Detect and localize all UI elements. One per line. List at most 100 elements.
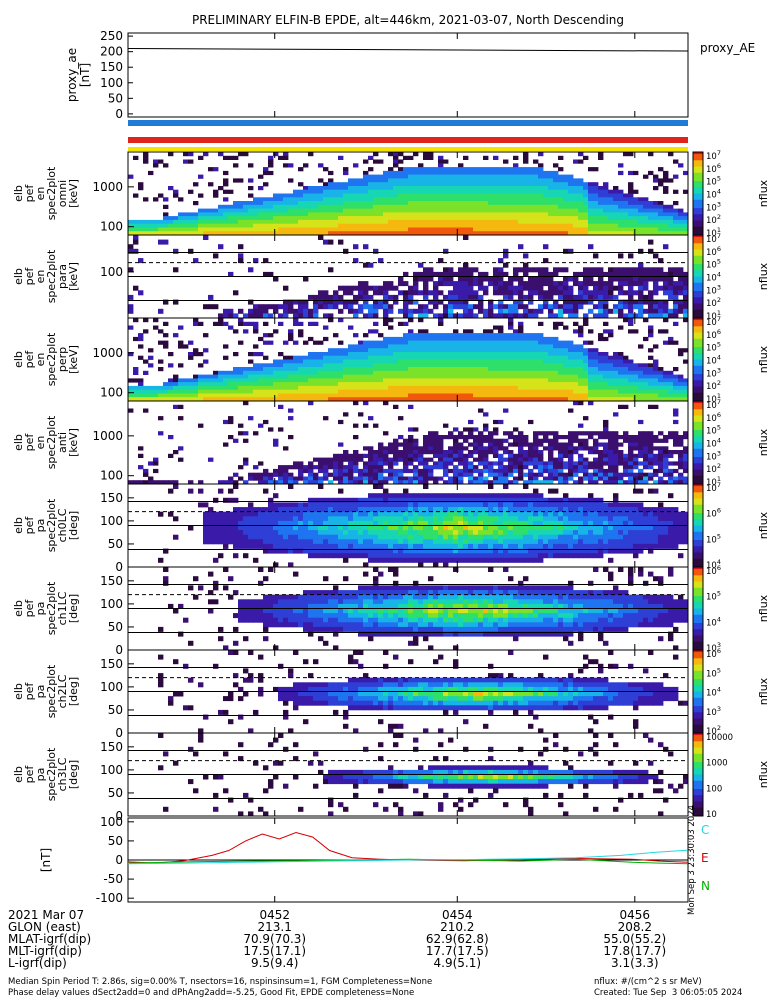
spec-cell-para xyxy=(608,294,614,300)
spec-cell-para xyxy=(548,271,554,277)
spec-cell-perp xyxy=(203,359,209,364)
spec-cell-perp xyxy=(548,389,554,394)
spec-cell-perp xyxy=(553,325,559,330)
spec-cell-perp xyxy=(513,352,519,357)
spec-cell-omni xyxy=(503,174,509,179)
spec-cell-anti xyxy=(258,472,264,477)
spec-cell-omni xyxy=(598,155,604,160)
spec-cell-perp xyxy=(278,359,284,364)
spec-cell-omni xyxy=(483,189,489,194)
spec-cell-perp xyxy=(353,367,359,372)
spec-cell-omni xyxy=(553,193,559,198)
spec-cell-omni xyxy=(263,208,269,213)
spec-cell-anti xyxy=(478,457,484,462)
spec-cell-omni xyxy=(533,208,539,213)
spec-cell-anti xyxy=(313,472,319,477)
spec-cell-para xyxy=(438,276,444,282)
spec-cell-omni xyxy=(533,204,539,209)
spec-cell-anti xyxy=(588,446,594,451)
spec-cell-anti xyxy=(493,431,499,436)
spec-cell-para xyxy=(683,276,689,282)
spec-cell-perp xyxy=(313,359,319,364)
spec-cell-perp xyxy=(443,363,449,368)
spec-cell-omni xyxy=(493,186,499,191)
colorbar-cell xyxy=(693,299,703,302)
spec-cell-perp xyxy=(353,378,359,383)
spec-cell-omni xyxy=(378,197,384,202)
spec-cell-perp xyxy=(268,340,274,345)
spec-cell-anti xyxy=(428,442,434,447)
spec-cell-omni xyxy=(203,219,209,225)
spec-cell-anti xyxy=(663,438,669,443)
spec-cell-anti xyxy=(483,480,489,485)
spec-cell-omni xyxy=(418,193,424,198)
spec-cell-perp xyxy=(493,355,499,360)
spec-cell-perp xyxy=(483,389,489,394)
spec-cell-omni xyxy=(548,186,554,191)
spec-cell-anti xyxy=(503,450,509,455)
spec-cell-perp xyxy=(558,344,564,349)
spec-cell-perp xyxy=(158,359,164,364)
spec-cell-perp xyxy=(263,389,269,394)
spec-cell-anti xyxy=(558,442,564,447)
spec-cell-omni xyxy=(453,167,459,172)
spec-cell-omni xyxy=(378,216,384,221)
spec-cell-anti xyxy=(503,408,509,413)
spec-cell-omni xyxy=(543,216,549,221)
spec-cell-perp xyxy=(628,397,634,402)
spec-cell-perp xyxy=(573,355,579,360)
spec-cell-omni xyxy=(313,212,319,217)
spec-cell-omni xyxy=(453,219,459,225)
spec-cell-perp xyxy=(523,367,529,372)
spec-cell-perp xyxy=(333,367,339,372)
spec-cell-anti xyxy=(648,457,654,462)
spec-cell-perp xyxy=(398,367,404,372)
spec-cell-omni xyxy=(303,216,309,221)
spec-cell-anti xyxy=(503,457,509,462)
spec-cell-anti xyxy=(238,465,244,470)
spec-cell-anti xyxy=(393,476,399,481)
spec-cell-omni xyxy=(233,178,239,183)
spec-cell-perp xyxy=(343,370,349,375)
spec-cell-anti xyxy=(648,450,654,455)
spec-cell-anti xyxy=(328,457,334,462)
spec-cell-perp xyxy=(438,382,444,387)
spec-cell-omni xyxy=(478,204,484,209)
spec-cell-para xyxy=(333,299,339,305)
spec-cell-para xyxy=(493,271,499,277)
spec-cell-perp xyxy=(433,355,439,360)
spec-cell-perp xyxy=(578,329,584,334)
spec-cell-para xyxy=(323,239,329,245)
spec-cell-anti xyxy=(228,416,234,421)
spec-cell-para xyxy=(603,281,609,287)
spec-cell-perp xyxy=(408,378,414,383)
spec-cell-omni xyxy=(493,212,499,217)
spec-cell-perp xyxy=(453,367,459,372)
spec-cell-para xyxy=(318,299,324,305)
spec-cell-para xyxy=(463,235,469,240)
spec-cell-anti xyxy=(263,480,269,485)
spec-cell-omni xyxy=(168,152,174,157)
spec-cell-perp xyxy=(598,389,604,394)
spec-cell-perp xyxy=(548,382,554,387)
spec-cell-omni xyxy=(173,193,179,198)
spec-cell-para xyxy=(573,308,579,314)
spec-cell-para xyxy=(533,290,539,296)
spec-cell-omni xyxy=(308,204,314,209)
spec-cell-perp xyxy=(228,397,234,402)
spec-cell-omni xyxy=(503,159,509,164)
spec-cell-perp xyxy=(283,393,289,398)
spec-cell-perp xyxy=(563,385,569,391)
spec-cell-perp xyxy=(573,374,579,379)
spec-cell-omni xyxy=(163,216,169,221)
spec-cell-omni xyxy=(373,201,379,206)
spec-cell-perp xyxy=(223,385,229,391)
spec-cell-perp xyxy=(313,355,319,360)
spec-cell-omni xyxy=(358,223,364,228)
spec-cell-perp xyxy=(473,336,479,342)
spec-cell-omni xyxy=(298,197,304,202)
spec-cell-omni xyxy=(453,227,459,232)
spec-cell-para xyxy=(363,262,369,268)
spec-cell-perp xyxy=(233,393,239,398)
spec-cell-para xyxy=(348,290,354,296)
